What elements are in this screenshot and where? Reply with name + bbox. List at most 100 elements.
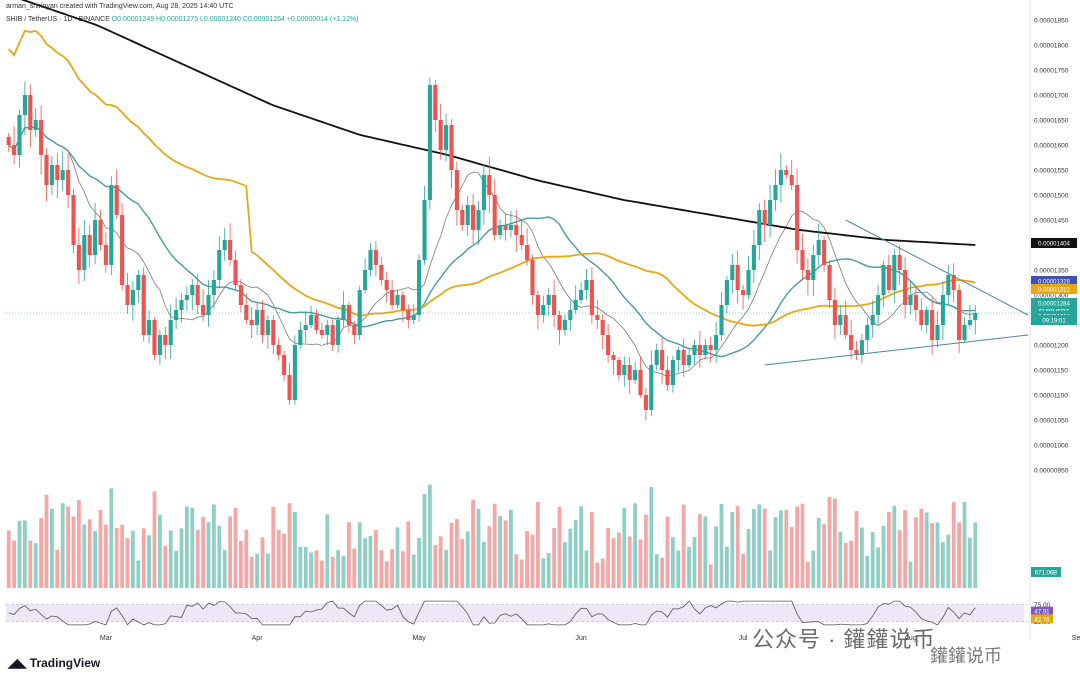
volume-bar — [217, 525, 222, 588]
candle-body — [503, 225, 508, 230]
volume-bar — [374, 530, 378, 588]
volume-bar — [482, 542, 486, 588]
candle-body — [309, 315, 314, 325]
candle-body — [373, 250, 378, 265]
price-tag — [1031, 238, 1077, 248]
price-tag-label: 09:19:01 — [1042, 319, 1066, 325]
candle-body — [190, 285, 195, 295]
volume-bar — [136, 560, 141, 588]
volume-bar — [735, 506, 740, 588]
volume-bar — [654, 554, 659, 588]
volume-bar — [924, 512, 929, 588]
price-tick-label: 0.00000950 — [1034, 468, 1069, 475]
volume-bar — [28, 540, 33, 588]
candle-body — [417, 260, 422, 315]
volume-bar — [487, 526, 492, 588]
price-tick-label: 0.00001050 — [1034, 418, 1069, 425]
candle-body — [811, 255, 816, 280]
price-tag-label: 0.00001328 — [1038, 280, 1070, 286]
volume-bar — [573, 519, 578, 588]
rsi-band — [6, 604, 1024, 622]
candle-body — [476, 210, 481, 230]
candle-body — [660, 350, 665, 370]
volume-bar — [719, 504, 724, 588]
volume-bar — [838, 531, 843, 588]
candle-body — [449, 125, 454, 170]
ma-20-line — [8, 126, 976, 377]
volume-bar — [271, 506, 276, 588]
candle-body — [687, 355, 692, 365]
candle-body — [670, 360, 675, 385]
candle-body — [681, 350, 686, 365]
volume-bar — [152, 491, 157, 588]
volume-bar — [120, 524, 124, 588]
volume-bar — [174, 550, 178, 588]
x-tick-label: Sep — [1072, 635, 1080, 642]
volume-bar — [833, 498, 837, 588]
wechat-watermark-secondary: 鑵鑵说币 — [930, 646, 1002, 666]
volume-bar — [860, 527, 864, 588]
candle-body — [859, 340, 864, 355]
candle-body — [584, 280, 589, 290]
volume-bar — [503, 520, 508, 588]
volume-bar — [692, 537, 697, 588]
candle-body — [838, 315, 843, 325]
candle-body — [957, 290, 962, 340]
candle-body — [913, 295, 918, 310]
price-tag-label: 0.00001312 — [1038, 288, 1070, 294]
candle-body — [854, 350, 859, 355]
volume-bar — [730, 512, 735, 588]
volume-bar — [6, 530, 11, 588]
candle-body — [303, 325, 308, 330]
volume-bar — [401, 551, 405, 588]
volume-bar — [33, 543, 38, 588]
candle-body — [795, 185, 800, 250]
volume-bar — [579, 506, 583, 588]
volume-bar — [525, 531, 529, 588]
volume-bar — [930, 523, 934, 588]
candle-body — [93, 220, 98, 255]
volume-bar — [914, 517, 918, 588]
candle-body — [967, 320, 972, 325]
candle-body — [444, 125, 449, 150]
rsi-line — [8, 600, 976, 626]
candle-body — [697, 345, 702, 355]
price-tick-label: 0.00001450 — [1034, 218, 1069, 225]
volume-bar — [93, 531, 97, 588]
candle-body — [147, 320, 152, 335]
candle-body — [265, 320, 270, 335]
volume-bar — [352, 548, 357, 588]
ma-100-line — [8, 29, 976, 327]
x-tick-label: Jul — [739, 635, 748, 642]
volume-bar — [255, 553, 259, 588]
volume-bar — [82, 524, 87, 588]
volume-bar — [843, 542, 848, 588]
volume-tag — [1031, 567, 1061, 577]
volume-bar — [827, 496, 832, 588]
volume-bar — [260, 537, 265, 588]
candle-body — [708, 345, 713, 350]
volume-bar — [773, 517, 778, 588]
volume-bar — [703, 516, 708, 588]
candle-body — [319, 330, 324, 335]
candle-body — [552, 295, 557, 315]
volume-bar — [951, 502, 956, 588]
candle-body — [179, 300, 184, 310]
volume-bar — [935, 522, 940, 588]
volume-bar — [44, 494, 49, 588]
volume-bar — [627, 536, 632, 588]
volume-bar — [222, 550, 227, 588]
candle-body — [595, 315, 600, 320]
candle-body — [773, 185, 778, 200]
volume-bar — [50, 508, 54, 588]
candle-body — [357, 290, 362, 335]
candle-body — [298, 330, 303, 345]
candle-body — [66, 170, 71, 195]
volume-bar — [644, 514, 648, 588]
candle-body — [622, 365, 627, 375]
candle-body — [201, 305, 206, 315]
candle-body — [238, 285, 243, 305]
symbol-label: SHIB / TetherUS · 1D · BINANCE — [6, 16, 110, 23]
volume-bar — [77, 499, 81, 588]
volume-bar — [568, 528, 573, 588]
